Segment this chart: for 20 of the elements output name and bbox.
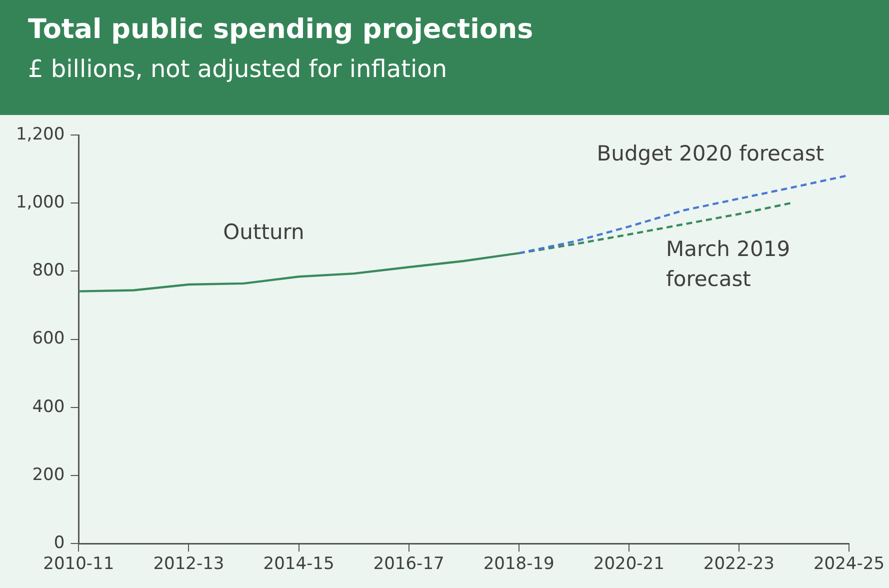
y-tick-label: 1,200 (16, 124, 65, 144)
x-tick-label: 2020-21 (593, 554, 664, 574)
y-tick-label: 200 (32, 464, 65, 485)
x-tick-label: 2016-17 (373, 554, 444, 574)
x-tick-label: 2022-23 (703, 554, 774, 574)
series-label: March 2019 forecast (666, 236, 790, 291)
y-tick-label: 400 (32, 396, 65, 417)
chart-title: Total public spending projections (28, 14, 534, 45)
series-label: Budget 2020 forecast (596, 142, 824, 166)
x-tick-label: 2010-11 (43, 554, 114, 574)
x-tick-label: 2018-19 (483, 554, 554, 574)
x-tick-label: 2012-13 (153, 554, 224, 574)
y-tick-label: 600 (32, 328, 65, 349)
y-tick-label: 1,000 (16, 192, 65, 213)
x-tick-label: 2024-25 (813, 554, 885, 574)
y-tick-label: 800 (32, 260, 65, 281)
series-label: Outturn (223, 220, 304, 244)
chart-subtitle: £ billions, not adjusted for inflation (28, 55, 448, 83)
x-tick-label: 2014-15 (263, 554, 334, 574)
y-tick-label: 0 (54, 533, 65, 554)
